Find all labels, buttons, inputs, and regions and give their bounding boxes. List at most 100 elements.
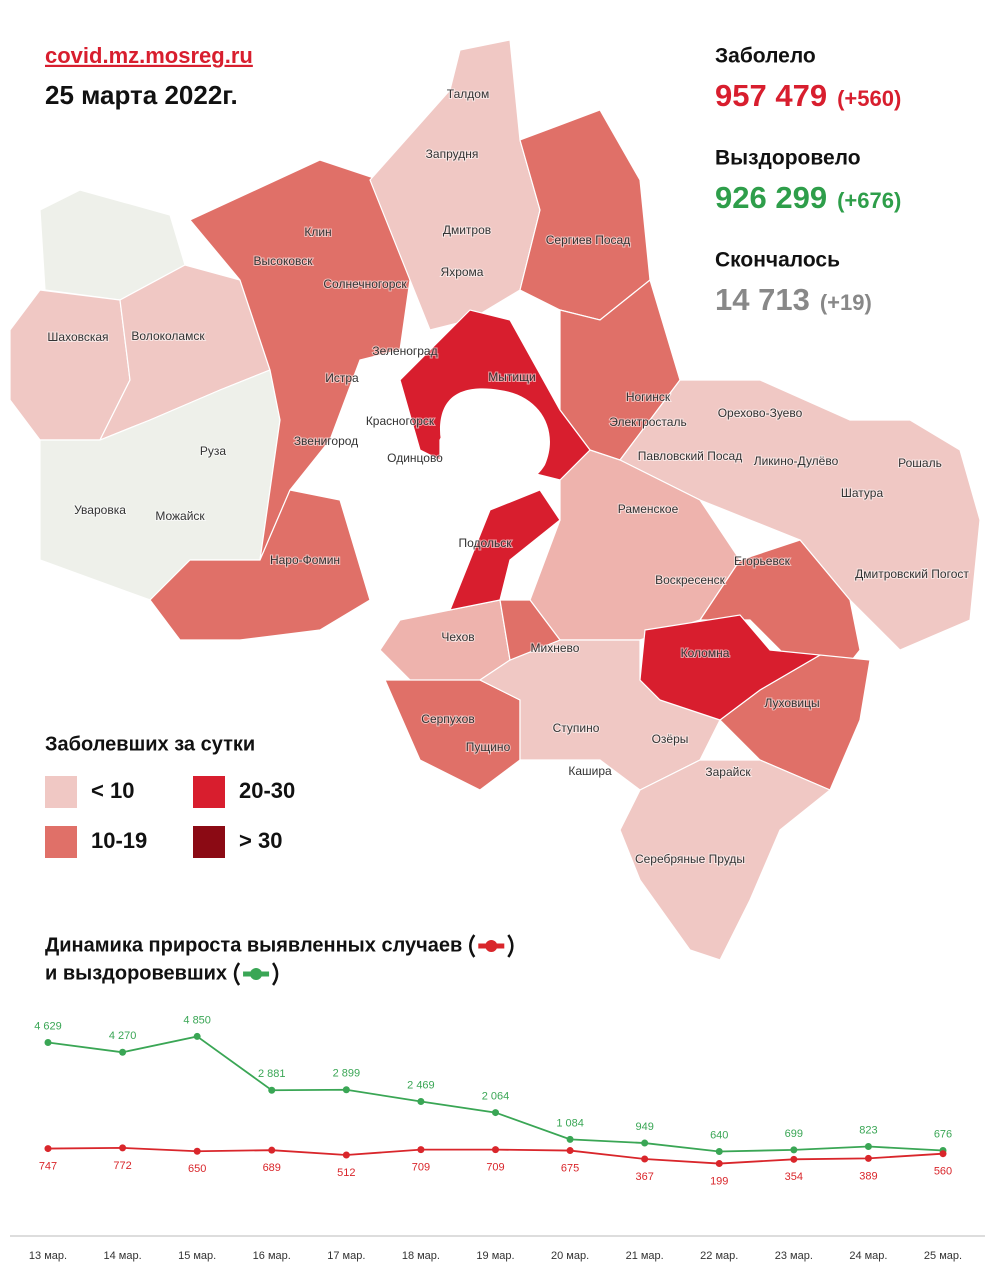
map-label: Подольск bbox=[459, 536, 513, 550]
map-label: Электросталь bbox=[609, 415, 686, 429]
point bbox=[864, 1143, 872, 1151]
data-label: 4 270 bbox=[109, 1030, 137, 1042]
data-label: 675 bbox=[561, 1162, 579, 1174]
point bbox=[566, 1135, 574, 1143]
map-label: Егорьевск bbox=[734, 554, 791, 568]
data-label: 640 bbox=[710, 1129, 728, 1141]
map-label: Кашира bbox=[568, 764, 612, 778]
x-tick-label: 13 мар. bbox=[29, 1250, 67, 1262]
map-label: Красногорск bbox=[366, 414, 435, 428]
region bbox=[499, 599, 561, 661]
legend-swatch bbox=[193, 826, 225, 858]
paren bbox=[272, 962, 279, 986]
map-label: Мытищи bbox=[488, 370, 535, 384]
map-label: Шаховская bbox=[47, 330, 108, 344]
point bbox=[492, 1146, 499, 1154]
stats: Заболело 957 479 (+560) Выздоровело 926 299 (… bbox=[715, 45, 901, 318]
data-label: 709 bbox=[486, 1162, 504, 1174]
x-tick-label: 16 мар. bbox=[253, 1250, 291, 1262]
point bbox=[268, 1146, 276, 1154]
x-tick-label: 20 мар. bbox=[551, 1250, 589, 1262]
paren bbox=[469, 934, 476, 958]
map-label: Ступино bbox=[553, 721, 600, 735]
stat-total: 957 479 bbox=[715, 78, 827, 113]
map-label: Озёры bbox=[652, 732, 689, 746]
point bbox=[119, 1144, 127, 1152]
point bbox=[119, 1048, 127, 1056]
chart-title: Динамика прироста выявленных случаев bbox=[45, 934, 462, 956]
data-label: 512 bbox=[337, 1167, 355, 1179]
x-tick-label: 14 мар. bbox=[104, 1250, 142, 1262]
map-label: Запрудня bbox=[426, 147, 479, 161]
map-label: Солнечногорск bbox=[323, 277, 407, 291]
map-label: Сергиев Посад bbox=[546, 233, 630, 247]
data-label: 747 bbox=[39, 1160, 57, 1172]
legend-title: Заболевших за сутки bbox=[45, 733, 255, 755]
region bbox=[619, 379, 981, 651]
map-label: Павловский Посад bbox=[638, 449, 742, 463]
data-label: 354 bbox=[785, 1171, 803, 1183]
legend-label: 20-30 bbox=[239, 778, 295, 803]
point bbox=[864, 1154, 872, 1162]
moscow bbox=[440, 388, 550, 487]
point bbox=[715, 1160, 723, 1168]
map-label: Руза bbox=[200, 444, 227, 458]
point bbox=[342, 1086, 350, 1094]
data-label: 823 bbox=[859, 1124, 877, 1136]
x-tick-label: 25 мар. bbox=[924, 1250, 962, 1262]
map-label: Чехов bbox=[441, 630, 474, 644]
legend-swatch bbox=[45, 776, 77, 808]
map-label: Звенигород bbox=[294, 434, 358, 448]
map-label: Коломна bbox=[681, 646, 730, 660]
map-label: Дмитровский Погост bbox=[855, 567, 969, 581]
stat-total: 926 299 bbox=[715, 180, 827, 215]
legend-label: 10-19 bbox=[91, 828, 147, 853]
data-label: 676 bbox=[934, 1128, 952, 1140]
paren bbox=[507, 934, 514, 958]
x-tick-label: 21 мар. bbox=[626, 1250, 664, 1262]
map-label: Пущино bbox=[466, 740, 511, 754]
legend-dot bbox=[485, 940, 498, 952]
date: 25 марта 2022г. bbox=[45, 80, 238, 110]
x-tick-label: 19 мар. bbox=[476, 1250, 514, 1262]
point bbox=[790, 1146, 798, 1154]
data-label: 389 bbox=[859, 1170, 877, 1182]
map-label: Талдом bbox=[447, 87, 489, 101]
x-tick-label: 22 мар. bbox=[700, 1250, 738, 1262]
map-label: Ликино-Дулёво bbox=[754, 454, 839, 468]
legend-label: < 10 bbox=[91, 778, 134, 803]
point bbox=[790, 1155, 798, 1163]
point bbox=[566, 1147, 574, 1155]
region bbox=[619, 759, 832, 961]
region bbox=[384, 679, 521, 791]
data-label: 949 bbox=[635, 1121, 653, 1133]
map-label: Истра bbox=[325, 371, 359, 385]
map-label: Серебряные Пруды bbox=[635, 852, 745, 866]
map-labels: Талдом Запрудня Дмитров Яхрома Сергиев Посад… bbox=[46, 86, 970, 867]
map-label: Воскресенск bbox=[655, 573, 726, 587]
map-label: Шатура bbox=[841, 486, 884, 500]
legend-label: > 30 bbox=[239, 828, 282, 853]
stat-total: 14 713 bbox=[715, 282, 810, 317]
map-label: Рошаль bbox=[898, 456, 942, 470]
region bbox=[449, 489, 561, 611]
map-label: Волоколамск bbox=[131, 329, 205, 343]
region bbox=[639, 614, 822, 721]
data-label: 560 bbox=[934, 1166, 952, 1178]
map-label: Клин bbox=[304, 225, 331, 239]
point bbox=[492, 1109, 499, 1117]
stat-label: Выздоровело bbox=[715, 147, 861, 170]
legend-swatch bbox=[45, 826, 77, 858]
data-label: 4 850 bbox=[183, 1014, 211, 1026]
x-tick-label: 24 мар. bbox=[849, 1250, 887, 1262]
data-label: 699 bbox=[785, 1128, 803, 1140]
data-label: 2 881 bbox=[258, 1068, 286, 1080]
stat-delta: (+676) bbox=[837, 188, 901, 213]
data-label: 650 bbox=[188, 1163, 206, 1175]
point bbox=[417, 1098, 425, 1106]
map-label: Дмитров bbox=[443, 223, 491, 237]
data-label: 689 bbox=[263, 1162, 281, 1174]
x-tick-label: 23 мар. bbox=[775, 1250, 813, 1262]
legend: < 10 10-19 20-30 > 30 bbox=[45, 776, 295, 858]
